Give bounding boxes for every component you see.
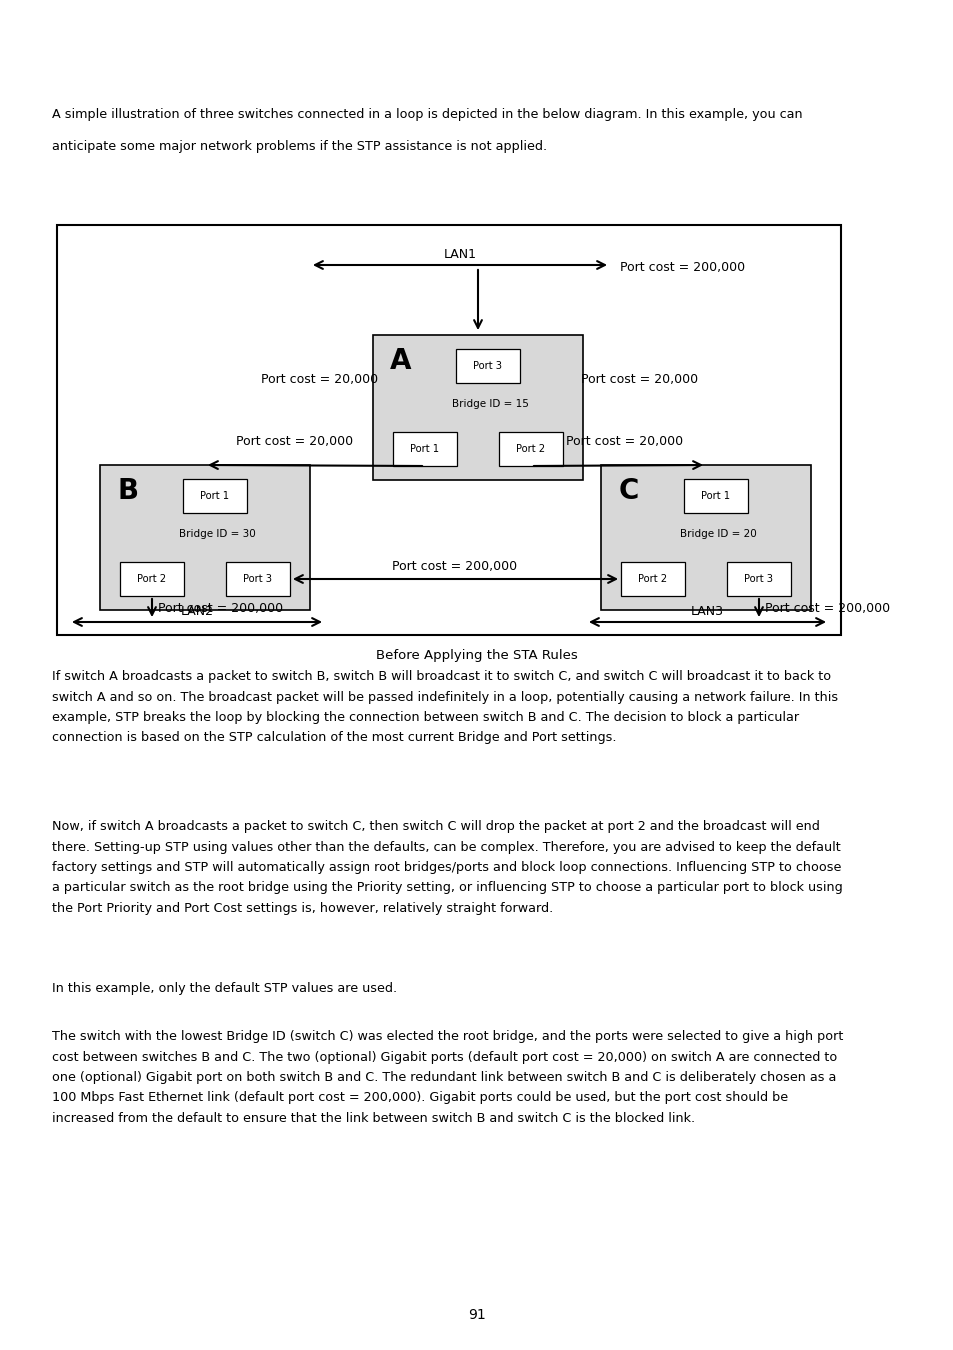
Text: Port cost = 200,000: Port cost = 200,000 bbox=[619, 261, 744, 274]
Bar bbox=[183, 479, 247, 513]
Text: Port 2: Port 2 bbox=[516, 444, 545, 454]
Text: Bridge ID = 30: Bridge ID = 30 bbox=[178, 529, 255, 539]
Bar bbox=[498, 432, 562, 466]
Text: LAN3: LAN3 bbox=[690, 605, 722, 618]
Text: In this example, only the default STP values are used.: In this example, only the default STP va… bbox=[52, 981, 396, 995]
Text: Port 3: Port 3 bbox=[473, 360, 502, 371]
Text: Bridge ID = 20: Bridge ID = 20 bbox=[679, 529, 756, 539]
Bar bbox=[120, 562, 184, 595]
Text: C: C bbox=[618, 477, 639, 505]
Bar bbox=[373, 335, 582, 481]
Text: The switch with the lowest Bridge ID (switch C) was elected the root bridge, and: The switch with the lowest Bridge ID (sw… bbox=[52, 1030, 842, 1125]
Text: Bridge ID = 15: Bridge ID = 15 bbox=[451, 400, 528, 409]
Text: Port 2: Port 2 bbox=[137, 574, 167, 585]
Bar bbox=[620, 562, 684, 595]
Text: Port 1: Port 1 bbox=[410, 444, 439, 454]
Text: Port cost = 200,000: Port cost = 200,000 bbox=[392, 560, 517, 572]
Text: Port 1: Port 1 bbox=[700, 491, 730, 501]
Text: LAN2: LAN2 bbox=[180, 605, 213, 618]
Text: Port 1: Port 1 bbox=[200, 491, 230, 501]
Text: If switch A broadcasts a packet to switch B, switch B will broadcast it to switc: If switch A broadcasts a packet to switc… bbox=[52, 670, 838, 744]
Bar bbox=[456, 350, 519, 383]
Text: Port cost = 20,000: Port cost = 20,000 bbox=[261, 374, 378, 386]
Text: Before Applying the STA Rules: Before Applying the STA Rules bbox=[375, 649, 578, 662]
Text: LAN1: LAN1 bbox=[443, 248, 476, 261]
Text: Port cost = 20,000: Port cost = 20,000 bbox=[236, 436, 354, 448]
Text: Port cost = 20,000: Port cost = 20,000 bbox=[580, 374, 698, 386]
Bar bbox=[393, 432, 456, 466]
Text: Port 2: Port 2 bbox=[638, 574, 667, 585]
Bar bbox=[226, 562, 290, 595]
Text: A simple illustration of three switches connected in a loop is depicted in the b: A simple illustration of three switches … bbox=[52, 108, 801, 122]
Text: A: A bbox=[390, 347, 412, 375]
Text: anticipate some major network problems if the STP assistance is not applied.: anticipate some major network problems i… bbox=[52, 140, 547, 153]
Bar bbox=[683, 479, 747, 513]
Text: Now, if switch A broadcasts a packet to switch C, then switch C will drop the pa: Now, if switch A broadcasts a packet to … bbox=[52, 819, 841, 915]
Bar bbox=[100, 464, 310, 610]
Bar bbox=[600, 464, 810, 610]
Text: Port cost = 200,000: Port cost = 200,000 bbox=[158, 602, 283, 616]
Text: Port cost = 20,000: Port cost = 20,000 bbox=[566, 436, 683, 448]
Text: Port 3: Port 3 bbox=[743, 574, 773, 585]
Text: Port 3: Port 3 bbox=[243, 574, 273, 585]
Text: B: B bbox=[117, 477, 138, 505]
Bar bbox=[57, 225, 841, 634]
Text: Port cost = 200,000: Port cost = 200,000 bbox=[764, 602, 889, 616]
Text: 91: 91 bbox=[468, 1308, 485, 1322]
Bar bbox=[726, 562, 790, 595]
